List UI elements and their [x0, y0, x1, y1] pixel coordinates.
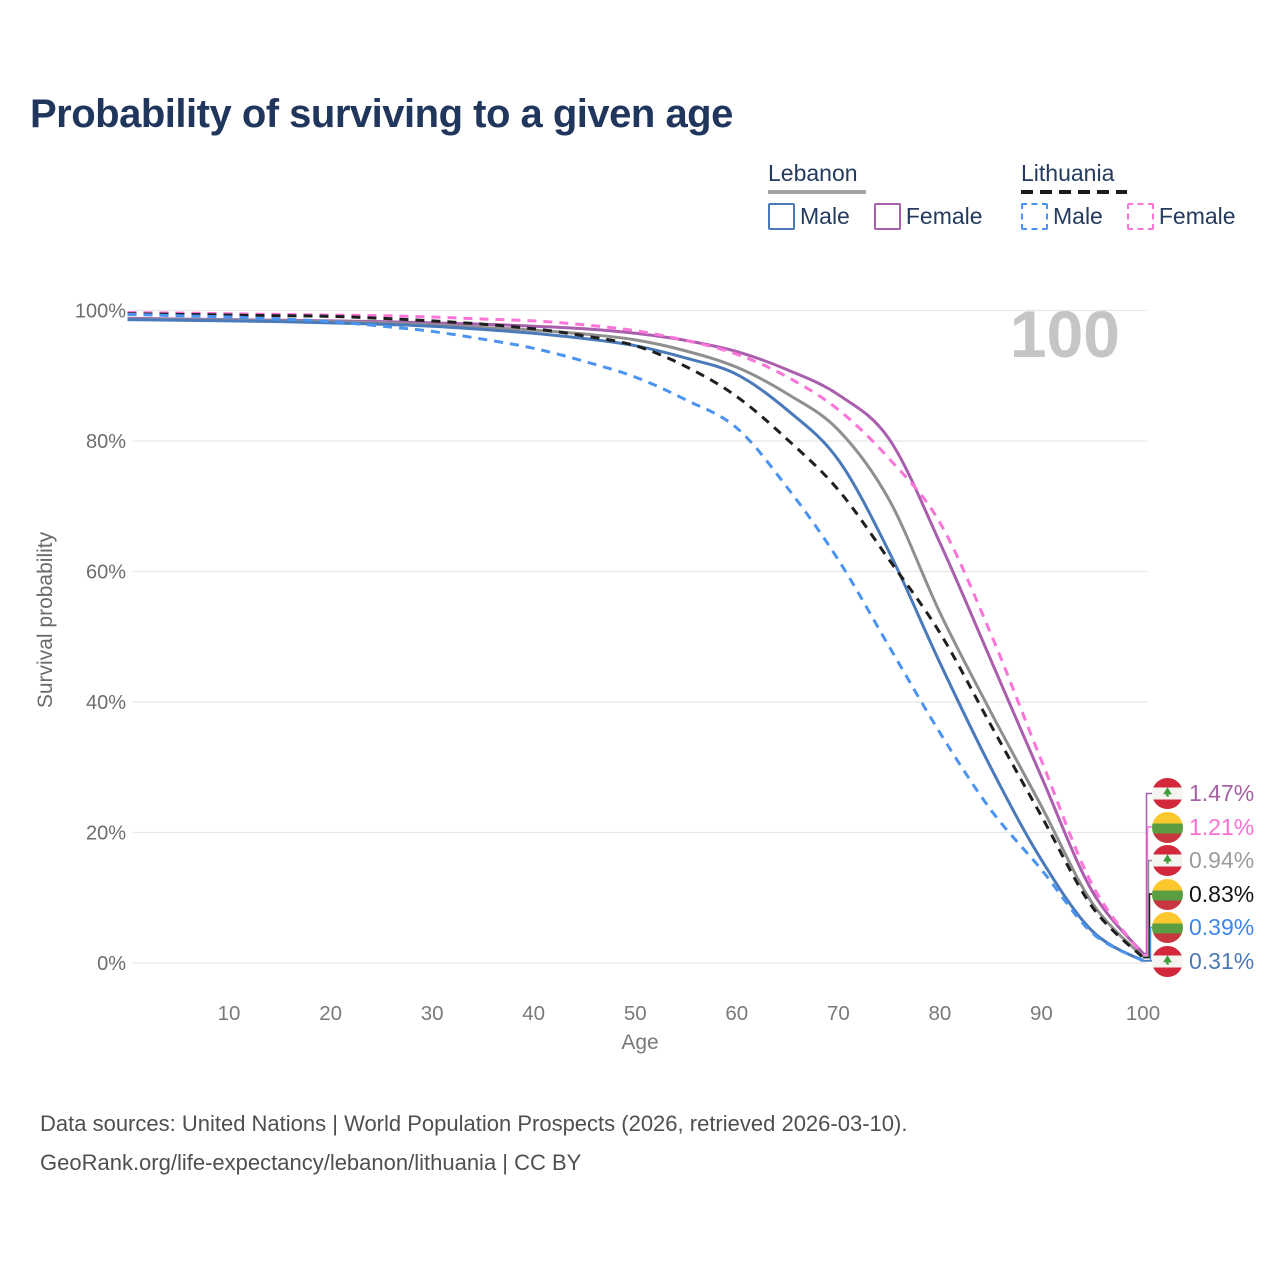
x-axis-title: Age — [621, 1031, 658, 1054]
legend-swatch-lithuania-female[interactable] — [1126, 203, 1154, 230]
legend-group-lithuania: Lithuania Male Female — [1021, 160, 1236, 230]
x-tick-70: 70 — [827, 1002, 850, 1025]
footer-data-sources: Data sources: United Nations | World Pop… — [40, 1111, 908, 1136]
footer: Data sources: United Nations | World Pop… — [40, 1104, 907, 1182]
curve-lithuania-both-sexes — [127, 312, 1145, 959]
legend-label-lithuania-female: Female — [1158, 203, 1236, 229]
x-tick-50: 50 — [624, 1002, 647, 1025]
legend-item-lithuania-male[interactable]: Male — [1021, 203, 1103, 230]
legend-underline-lebanon-solid — [768, 190, 866, 194]
y-tick-80%: 80% — [86, 431, 126, 453]
curve-lithuania-male — [127, 312, 1144, 962]
y-tick-40%: 40% — [86, 692, 126, 714]
x-tick-40: 40 — [522, 1002, 545, 1025]
legend-swatch-lebanon-female[interactable] — [873, 203, 901, 230]
page-title: Probability of surviving to a given age — [30, 92, 733, 136]
legend-swatch-lithuania-male[interactable] — [1021, 203, 1048, 230]
curve-lebanon-both-sexes — [127, 317, 1145, 958]
y-tick-60%: 60% — [86, 562, 126, 584]
y-tick-0%: 0% — [97, 953, 126, 975]
x-tick-20: 20 — [319, 1002, 342, 1025]
y-tick-100%: 100% — [75, 301, 126, 323]
legend-item-lebanon-male[interactable]: Male — [768, 203, 850, 230]
x-tick-60: 60 — [725, 1002, 748, 1025]
footer-attribution: GeoRank.org/life-expectancy/lebanon/lith… — [40, 1150, 582, 1175]
x-tick-90: 90 — [1030, 1002, 1053, 1025]
y-tick-20%: 20% — [86, 823, 126, 845]
legend-group-lebanon: Lebanon Male Female — [768, 160, 983, 230]
legend-item-lithuania-female[interactable]: Female — [1126, 203, 1236, 230]
curve-lebanon-male — [127, 318, 1144, 963]
legend-title-lebanon: Lebanon — [768, 160, 858, 186]
legend-underline-lithuania-dashed — [1021, 190, 1127, 194]
x-tick-80: 80 — [928, 1002, 951, 1025]
curve-lebanon-female — [127, 316, 1145, 955]
curve-lithuania-female — [127, 311, 1145, 956]
end-connector-lithuania-both-sexes — [1143, 893, 1152, 959]
legend-title-lithuania: Lithuania — [1021, 160, 1115, 186]
x-tick-10: 10 — [218, 1002, 241, 1025]
y-axis-title: Survival probability — [34, 531, 57, 709]
legend-label-lithuania-male: Male — [1053, 203, 1103, 229]
legend-label-lebanon-male: Male — [800, 203, 850, 229]
x-tick-30: 30 — [421, 1002, 444, 1025]
legend-swatch-lebanon-male[interactable] — [768, 203, 795, 230]
x-tick-100: 100 — [1126, 1002, 1160, 1025]
legend-label-lebanon-female: Female — [905, 203, 983, 229]
current-age-ticker: 100 — [1009, 297, 1120, 371]
end-connector-lithuania-female — [1143, 826, 1152, 956]
legend-item-lebanon-female[interactable]: Female — [873, 203, 983, 230]
end-connector-lebanon-female — [1143, 792, 1152, 955]
